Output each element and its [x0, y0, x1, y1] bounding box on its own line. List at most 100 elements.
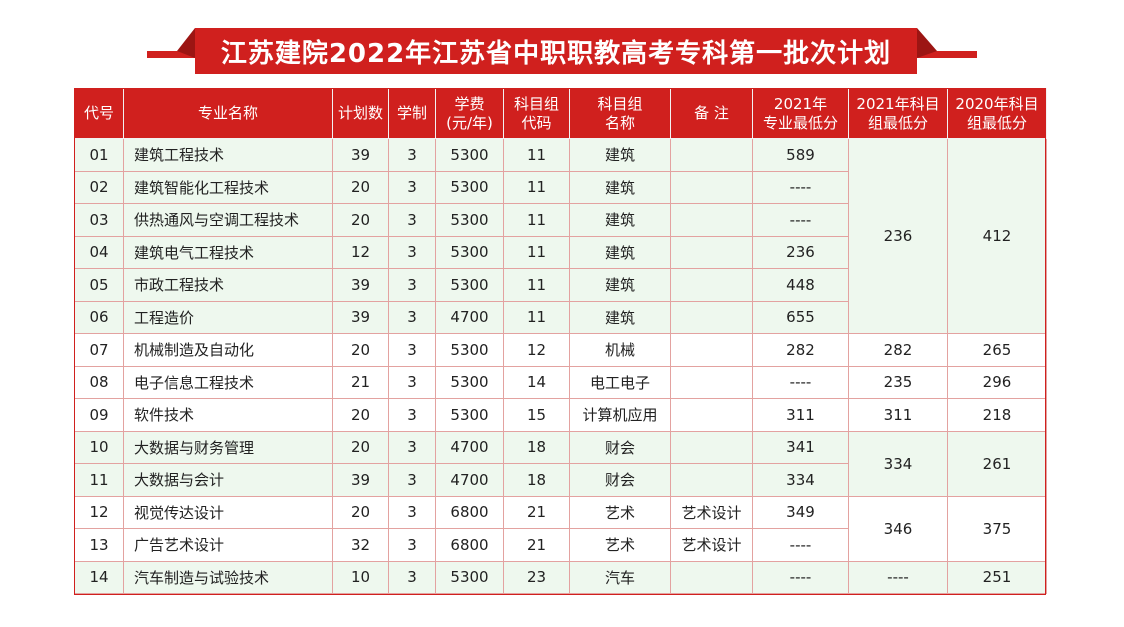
table-row: 06 工程造价 39 3 4700 11 建筑 655 — [74, 300, 1047, 334]
cell-group-min-2021: ---- — [848, 560, 948, 594]
cell-group-name: 建筑 — [569, 235, 671, 269]
cell-note: 艺术设计 — [670, 528, 753, 562]
cell-major-name: 建筑智能化工程技术 — [123, 170, 333, 204]
cell-plan-count: 10 — [332, 560, 389, 594]
cell-note — [670, 430, 753, 464]
header-years: 学制 — [388, 88, 436, 139]
cell-years: 3 — [388, 268, 436, 302]
cell-group-min-2021: 311 — [848, 398, 948, 432]
cell-years: 3 — [388, 333, 436, 367]
table-row: 07 机械制造及自动化 20 3 5300 12 机械 282 282 265 — [74, 333, 1047, 367]
cell-min-2021: 448 — [752, 268, 849, 302]
cell-major-name: 市政工程技术 — [123, 268, 333, 302]
cell-min-2021: 236 — [752, 235, 849, 269]
cell-code: 10 — [74, 430, 124, 464]
cell-group-code: 14 — [503, 365, 570, 399]
cell-min-2021: 655 — [752, 300, 849, 334]
cell-group-code: 11 — [503, 203, 570, 237]
cell-fee: 5300 — [435, 138, 504, 172]
cell-group-min-2020: 412 — [947, 138, 1047, 334]
cell-note — [670, 365, 753, 399]
cell-group-min-2020: 261 — [947, 430, 1047, 497]
cell-code: 14 — [74, 560, 124, 594]
cell-min-2021: ---- — [752, 528, 849, 562]
cell-group-code: 11 — [503, 235, 570, 269]
cell-major-name: 视觉传达设计 — [123, 495, 333, 529]
cell-major-name: 汽车制造与试验技术 — [123, 560, 333, 594]
cell-note — [670, 235, 753, 269]
cell-plan-count: 20 — [332, 203, 389, 237]
cell-code: 12 — [74, 495, 124, 529]
cell-plan-count: 20 — [332, 333, 389, 367]
admission-plan-table: 代号 专业名称 计划数 学制 学费 (元/年) 科目组 代码 科目组 名称 备 注 2… — [74, 88, 1047, 594]
cell-years: 3 — [388, 170, 436, 204]
cell-plan-count: 21 — [332, 365, 389, 399]
cell-years: 3 — [388, 365, 436, 399]
cell-group-code: 21 — [503, 495, 570, 529]
cell-group-name: 汽车 — [569, 560, 671, 594]
cell-group-min-2021: 346 — [848, 495, 948, 562]
cell-min-2021: ---- — [752, 170, 849, 204]
cell-code: 04 — [74, 235, 124, 269]
header-group-min-2020: 2020年科目 组最低分 — [947, 88, 1047, 139]
cell-group-name: 建筑 — [569, 300, 671, 334]
cell-code: 03 — [74, 203, 124, 237]
cell-group-code: 11 — [503, 138, 570, 172]
cell-group-min-2020: 251 — [947, 560, 1047, 594]
table-row: 11 大数据与会计 39 3 4700 18 财会 334 — [74, 463, 1047, 497]
cell-note — [670, 203, 753, 237]
cell-plan-count: 20 — [332, 495, 389, 529]
header-code: 代号 — [74, 88, 124, 139]
cell-plan-count: 39 — [332, 300, 389, 334]
cell-min-2021: 311 — [752, 398, 849, 432]
cell-group-name: 电工电子 — [569, 365, 671, 399]
cell-code: 08 — [74, 365, 124, 399]
cell-note — [670, 170, 753, 204]
cell-group-name: 建筑 — [569, 268, 671, 302]
cell-group-name: 建筑 — [569, 170, 671, 204]
cell-years: 3 — [388, 463, 436, 497]
cell-min-2021: 334 — [752, 463, 849, 497]
header-note: 备 注 — [670, 88, 753, 139]
table-row: 12 视觉传达设计 20 3 6800 21 艺术 艺术设计 349 346 375 — [74, 495, 1047, 562]
cell-major-name: 供热通风与空调工程技术 — [123, 203, 333, 237]
header-group-min-2021: 2021年科目 组最低分 — [848, 88, 948, 139]
cell-group-min-2020: 375 — [947, 495, 1047, 562]
cell-group-min-2021: 235 — [848, 365, 948, 399]
cell-years: 3 — [388, 235, 436, 269]
cell-min-2021: 589 — [752, 138, 849, 172]
cell-group-code: 15 — [503, 398, 570, 432]
cell-group-min-2021: 236 — [848, 138, 948, 334]
cell-code: 01 — [74, 138, 124, 172]
cell-fee: 4700 — [435, 300, 504, 334]
header-plan-count: 计划数 — [332, 88, 389, 139]
header-fee: 学费 (元/年) — [435, 88, 504, 139]
cell-major-name: 电子信息工程技术 — [123, 365, 333, 399]
table-row: 05 市政工程技术 39 3 5300 11 建筑 448 — [74, 268, 1047, 302]
header-group-code: 科目组 代码 — [503, 88, 570, 139]
cell-plan-count: 12 — [332, 235, 389, 269]
table-row: 10 大数据与财务管理 20 3 4700 18 财会 341 334 261 — [74, 430, 1047, 497]
cell-code: 13 — [74, 528, 124, 562]
cell-fee: 5300 — [435, 398, 504, 432]
cell-major-name: 建筑工程技术 — [123, 138, 333, 172]
table-row: 13 广告艺术设计 32 3 6800 21 艺术 艺术设计 ---- — [74, 528, 1047, 562]
cell-fee: 5300 — [435, 203, 504, 237]
cell-plan-count: 32 — [332, 528, 389, 562]
cell-min-2021: ---- — [752, 365, 849, 399]
banner-right-fold — [917, 28, 937, 58]
cell-fee: 4700 — [435, 463, 504, 497]
cell-plan-count: 20 — [332, 398, 389, 432]
cell-group-name: 机械 — [569, 333, 671, 367]
cell-note — [670, 398, 753, 432]
banner-left-fold — [177, 28, 195, 58]
cell-group-min-2020: 296 — [947, 365, 1047, 399]
cell-group-code: 18 — [503, 463, 570, 497]
cell-group-name: 艺术 — [569, 528, 671, 562]
cell-group-name: 建筑 — [569, 138, 671, 172]
cell-plan-count: 20 — [332, 170, 389, 204]
cell-years: 3 — [388, 560, 436, 594]
cell-note — [670, 138, 753, 172]
cell-plan-count: 39 — [332, 138, 389, 172]
cell-group-name: 艺术 — [569, 495, 671, 529]
